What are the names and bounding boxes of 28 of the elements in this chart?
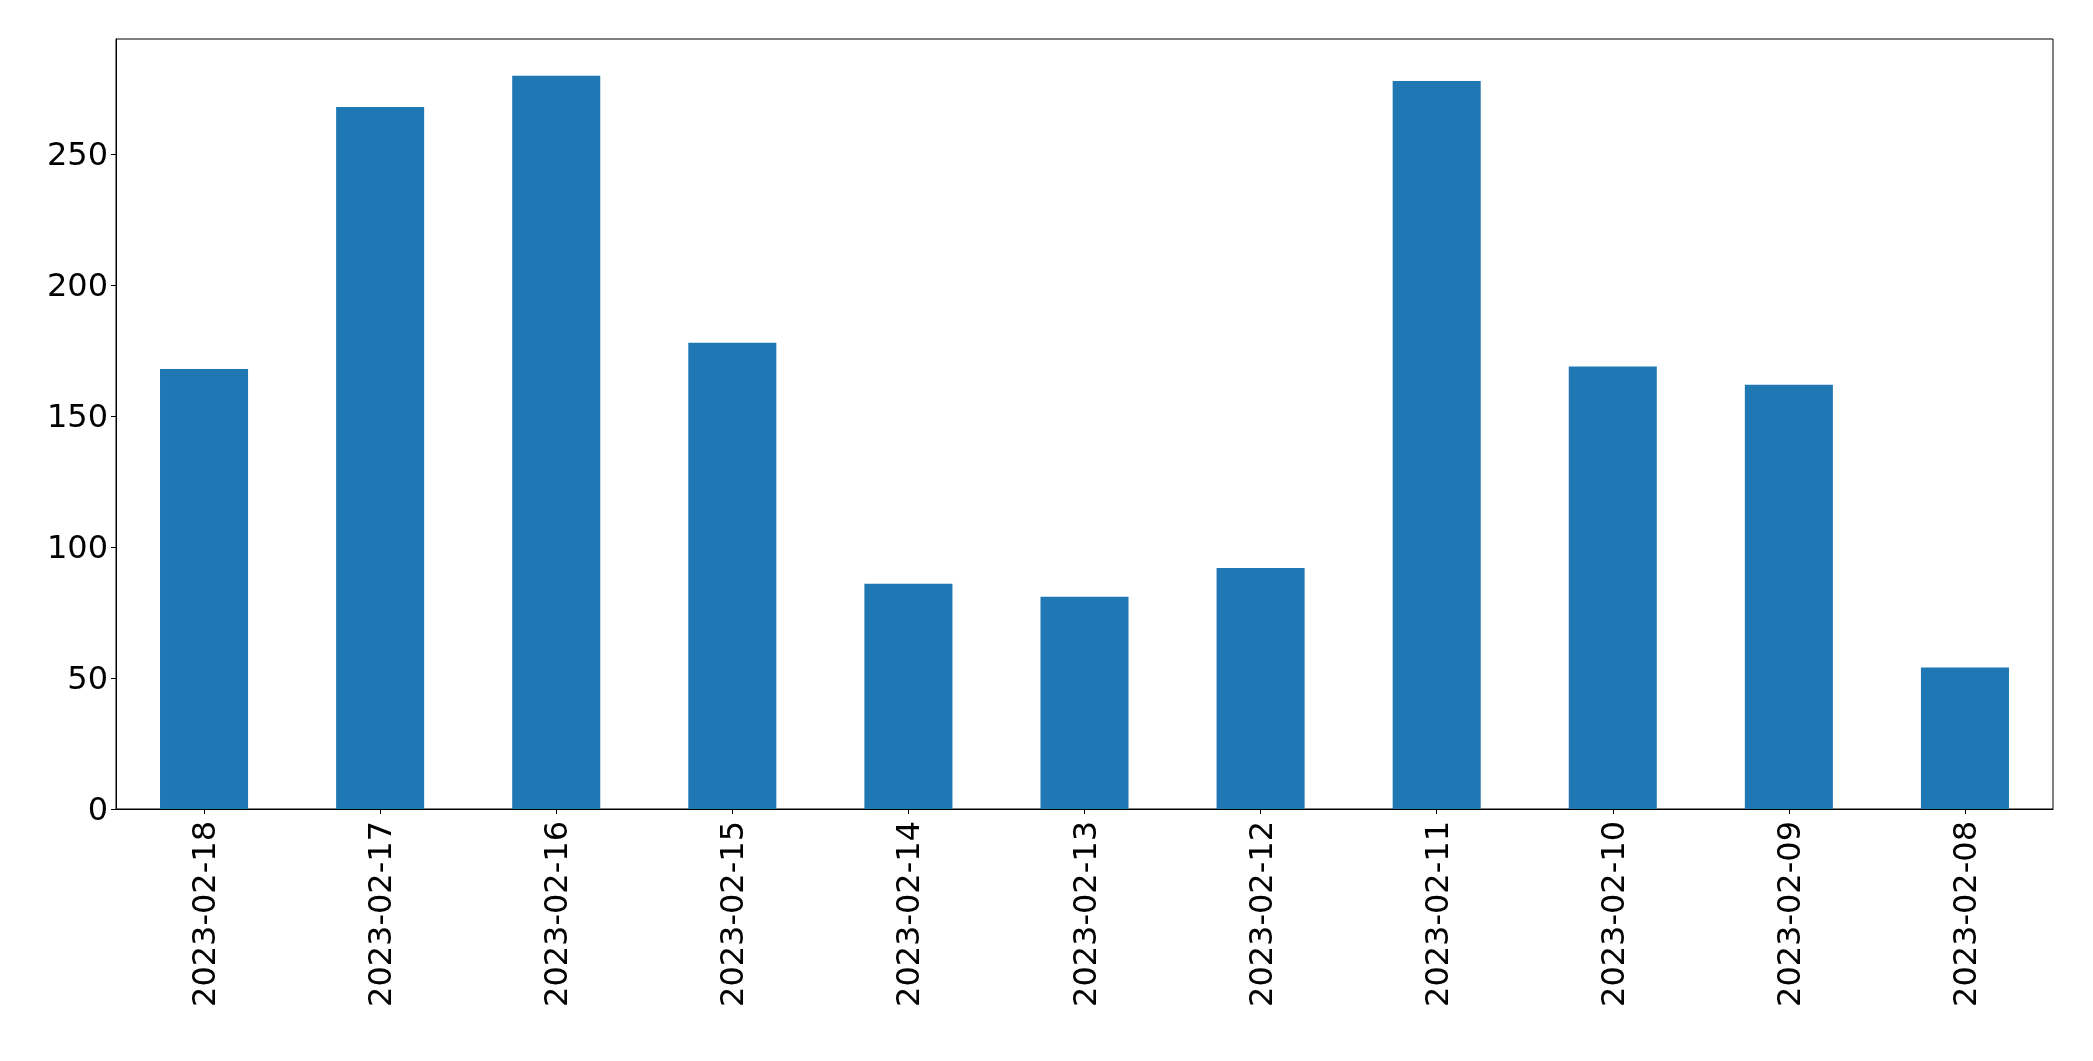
x-tick-label: 2023-02-16 <box>537 821 576 1007</box>
x-tick-label: 2023-02-09 <box>1769 821 1808 1007</box>
x-tick-label: 2023-02-08 <box>1945 821 1984 1007</box>
bar <box>688 342 777 809</box>
bar <box>1920 667 2009 809</box>
x-tick-label: 2023-02-13 <box>1065 821 1104 1007</box>
x-tick-label: 2023-02-15 <box>713 821 752 1007</box>
x-tick-label: 2023-02-17 <box>361 821 400 1007</box>
y-tick-label: 200 <box>46 266 108 305</box>
y-tick-label: 50 <box>67 659 108 698</box>
y-tick-label: 250 <box>46 135 108 174</box>
x-tick-label: 2023-02-11 <box>1417 821 1456 1007</box>
bar <box>160 369 249 809</box>
x-tick-label: 2023-02-12 <box>1241 821 1280 1007</box>
bar <box>1568 366 1657 809</box>
x-tick-label: 2023-02-18 <box>185 821 224 1007</box>
bar <box>1392 80 1481 809</box>
bar <box>1216 568 1305 809</box>
x-tick-label: 2023-02-10 <box>1593 821 1632 1007</box>
bar <box>1744 384 1833 809</box>
bar <box>336 107 425 809</box>
bar <box>1040 596 1129 809</box>
bar <box>864 583 953 809</box>
bar <box>512 75 601 809</box>
y-tick-label: 0 <box>87 790 108 828</box>
y-tick-label: 100 <box>46 528 108 567</box>
x-tick-label: 2023-02-14 <box>889 821 928 1007</box>
y-tick-label: 150 <box>46 397 108 436</box>
